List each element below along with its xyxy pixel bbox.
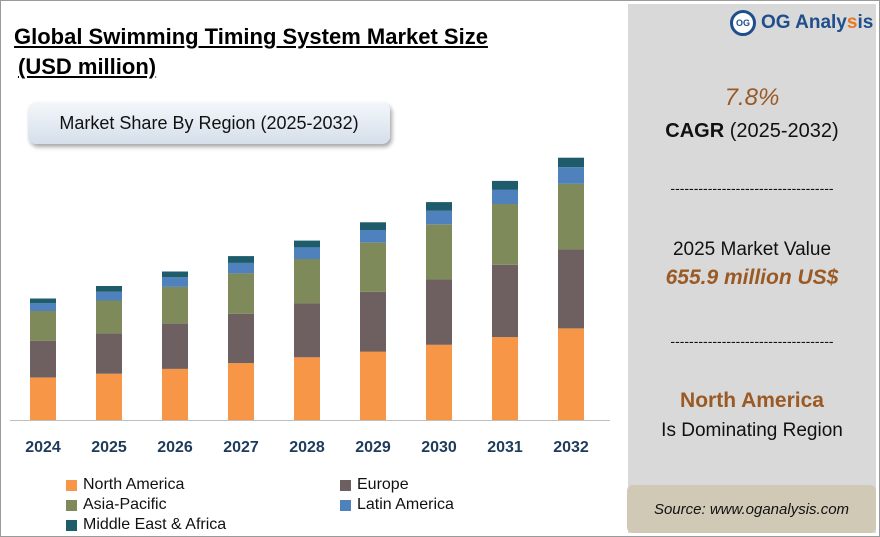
legend-swatch — [66, 479, 77, 491]
bar-asia-pacific-2028 — [294, 259, 320, 304]
x-tick-label: 2031 — [487, 439, 523, 456]
bar-asia-pacific-2031 — [492, 204, 518, 265]
bar-asia-pacific-2029 — [360, 242, 386, 292]
logo-badge-icon: OG — [730, 10, 756, 36]
bar-latin-america-2027 — [228, 262, 254, 274]
legend-item: Asia-Pacific — [66, 496, 167, 514]
dominating-region: North America — [680, 389, 824, 412]
x-tick-label: 2024 — [25, 439, 61, 456]
bar-north-america-2031 — [492, 337, 518, 420]
dominating-label: Is Dominating Region — [661, 420, 843, 441]
bar-north-america-2029 — [360, 351, 386, 420]
bar-latin-america-2029 — [360, 230, 386, 243]
bar-middle-east-africa-2029 — [360, 222, 386, 230]
x-tick-label: 2025 — [91, 439, 127, 456]
bar-north-america-2025 — [96, 373, 122, 420]
bar-asia-pacific-2025 — [96, 300, 122, 334]
summary-panel — [628, 4, 876, 533]
og-analysis-logo: OG OG Analysis — [730, 10, 873, 36]
divider-2: ----------------------------------- — [670, 333, 834, 349]
bar-asia-pacific-2027 — [228, 273, 254, 314]
bar-middle-east-africa-2027 — [228, 256, 254, 263]
legend-swatch — [340, 479, 351, 491]
x-tick-label: 2026 — [157, 439, 193, 456]
divider-1: ----------------------------------- — [670, 180, 834, 196]
legend-label: Europe — [357, 476, 409, 493]
bar-asia-pacific-2030 — [426, 224, 452, 280]
bar-europe-2026 — [162, 323, 188, 369]
bar-asia-pacific-2026 — [162, 286, 188, 324]
bar-latin-america-2024 — [30, 303, 56, 311]
bar-chart: 2024 2025 2026 2027 2028 2029 2030 2031 2032 — [10, 157, 610, 456]
x-tick-label: 2028 — [289, 439, 325, 456]
legend-item: Middle East & Africa — [66, 516, 226, 534]
x-tick-label: 2030 — [421, 439, 457, 456]
bar-europe-2025 — [96, 333, 122, 374]
bar-middle-east-africa-2028 — [294, 240, 320, 248]
source-box: Source: www.oganalysis.com — [627, 485, 876, 533]
bar-north-america-2028 — [294, 357, 320, 420]
bar-latin-america-2026 — [162, 277, 188, 287]
market-value: 655.9 million US$ — [665, 266, 839, 289]
legend-label: North America — [83, 476, 185, 493]
bar-asia-pacific-2024 — [30, 311, 56, 341]
legend-label: Latin America — [357, 496, 454, 513]
bar-north-america-2030 — [426, 344, 452, 420]
bar-north-america-2027 — [228, 363, 254, 420]
market-value-label: 2025 Market Value — [672, 239, 832, 260]
bar-europe-2030 — [426, 279, 452, 345]
bar-asia-pacific-2032 — [558, 183, 584, 250]
legend-swatch — [66, 519, 77, 531]
bar-latin-america-2030 — [426, 210, 452, 225]
legend-label: Middle East & Africa — [83, 516, 227, 533]
legend-swatch — [66, 499, 77, 511]
cagr-label: CAGR (2025-2032) — [665, 120, 839, 142]
legend-item: Europe — [340, 476, 409, 494]
bar-latin-america-2028 — [294, 247, 320, 259]
title-line-2: (USD million) — [18, 54, 157, 79]
bar-middle-east-africa-2030 — [426, 202, 452, 211]
bar-latin-america-2025 — [96, 291, 122, 301]
bar-europe-2031 — [492, 264, 518, 338]
bar-latin-america-2031 — [492, 189, 518, 204]
bar-north-america-2032 — [558, 328, 584, 420]
bar-north-america-2026 — [162, 368, 188, 420]
x-tick-label: 2029 — [355, 439, 391, 456]
bar-middle-east-africa-2025 — [96, 286, 122, 292]
bar-middle-east-africa-2031 — [492, 180, 518, 190]
source-text: Source: www.oganalysis.com — [653, 500, 850, 518]
cagr-value: 7.8% — [724, 84, 780, 111]
bar-europe-2024 — [30, 340, 56, 378]
bar-middle-east-africa-2024 — [30, 298, 56, 304]
bar-middle-east-africa-2026 — [162, 271, 188, 278]
chart-title: Global Swimming Timing System Market Siz… — [14, 22, 488, 82]
bar-europe-2032 — [558, 249, 584, 329]
x-tick-label: 2032 — [553, 439, 589, 456]
title-line-1: Global Swimming Timing System Market Siz… — [14, 24, 488, 49]
bar-north-america-2024 — [30, 377, 56, 420]
bar-europe-2028 — [294, 303, 320, 358]
logo-text: OG Analysis — [761, 12, 874, 33]
bar-latin-america-2032 — [558, 167, 584, 184]
legend-item: North America — [66, 476, 184, 494]
subtitle-pill: Market Share By Region (2025-2032) — [28, 102, 390, 144]
subtitle-text: Market Share By Region (2025-2032) — [59, 112, 359, 133]
bar-europe-2029 — [360, 291, 386, 352]
bar-middle-east-africa-2032 — [558, 157, 584, 168]
legend-item: Latin America — [340, 496, 454, 514]
legend-label: Asia-Pacific — [83, 496, 167, 513]
x-tick-label: 2027 — [223, 439, 259, 456]
bar-europe-2027 — [228, 313, 254, 364]
legend-swatch — [340, 499, 351, 511]
